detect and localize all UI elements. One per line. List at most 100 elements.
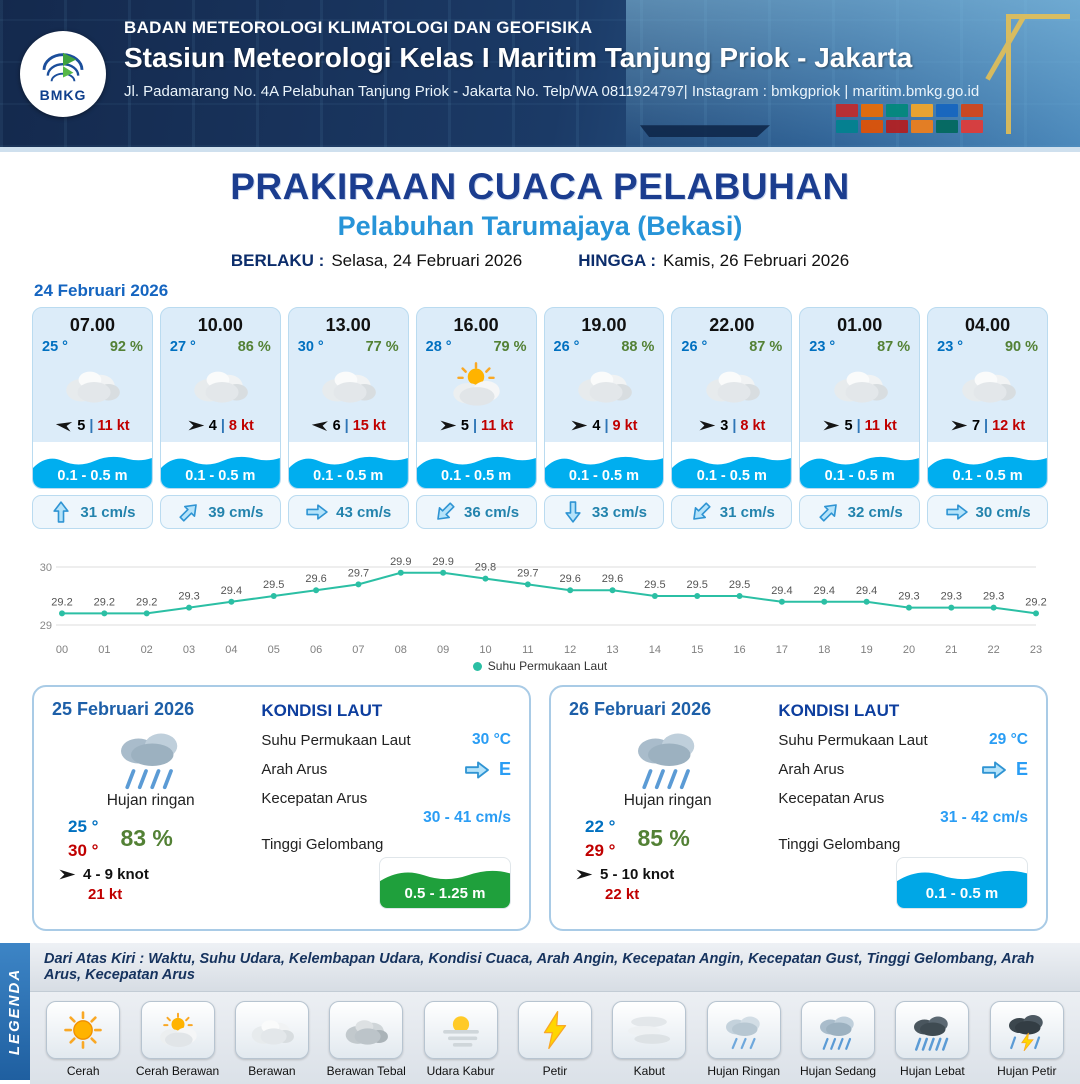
hourly-forecast-row: 07.00 25 ° 92 % 5 | 11 kt 0.1 - 0.5 m 31…: [32, 307, 1048, 529]
weather-icon: [928, 355, 1047, 413]
fog-icon: [612, 1001, 687, 1059]
container-stack-decor: [836, 104, 992, 133]
air-temperature: 23 °: [809, 339, 836, 355]
gust-speed: 8 kt: [740, 417, 766, 434]
forecast-card: 13.00 30 ° 77 % 6 | 15 kt 0.1 - 0.5 m: [287, 307, 409, 489]
air-temperature: 26 °: [553, 339, 580, 355]
sst-line-chart: 30 29 29.2 00 29.2 01 29.2 02 29.3 03 29.4 04 29.5 05…: [40, 556, 1047, 656]
temp-min: 22 °: [585, 817, 616, 836]
svg-text:29.4: 29.4: [771, 585, 792, 597]
current-speed-label: Kecepatan Arus: [778, 790, 885, 807]
svg-text:11: 11: [522, 644, 533, 656]
current-direction-label: Arah Arus: [778, 761, 845, 778]
weather-icon: [33, 355, 152, 413]
heavy-rain-icon: [895, 1001, 970, 1059]
light-rain-icon: [706, 1001, 781, 1059]
valid-from-value: Selasa, 24 Februari 2026: [331, 251, 523, 270]
forecast-card: 16.00 28 ° 79 % 5 | 11 kt 0.1 - 0.5 m: [415, 307, 537, 489]
chart-legend: Suhu Permukaan Laut: [32, 659, 1048, 673]
header-banner: BMKG BADAN METEOROLOGI KLIMATOLOGI DAN G…: [0, 0, 1080, 152]
svg-text:01: 01: [98, 644, 110, 656]
legend-item: Udara Kabur: [415, 1001, 505, 1078]
wind-range: 5 - 10 knot: [600, 865, 675, 883]
temp-max: 30 °: [68, 840, 99, 860]
gust-value: 22 kt: [605, 885, 640, 903]
humidity: 87 %: [877, 339, 911, 355]
current-box: 30 cm/s: [927, 495, 1048, 529]
current-box: 39 cm/s: [159, 495, 281, 529]
forecast-card: 07.00 25 ° 92 % 5 | 11 kt 0.1 - 0.5 m: [32, 307, 153, 489]
svg-text:29.4: 29.4: [856, 585, 877, 597]
svg-text:10: 10: [479, 644, 491, 656]
legend-section: LEGENDA Dari Atas Kiri : Waktu, Suhu Uda…: [0, 943, 1080, 1084]
current-box: 33 cm/s: [543, 495, 665, 529]
forecast-date: 24 Februari 2026: [34, 281, 169, 300]
humidity: 86 %: [237, 339, 271, 355]
bmkg-logo: BMKG: [20, 30, 106, 117]
bmkg-globe-icon: [42, 52, 84, 81]
legend-item-label: Berawan Tebal: [326, 1064, 406, 1078]
sst-value: 30 °C: [472, 731, 511, 748]
temp-max: 29 °: [585, 840, 616, 860]
wave-height-band: 0.1 - 0.5 m: [288, 442, 408, 488]
weather-icon: [417, 355, 536, 413]
air-temperature: 25 °: [42, 339, 68, 355]
gust-speed: 15 kt: [352, 417, 386, 434]
gust-speed: 11 kt: [864, 417, 897, 434]
svg-text:29.5: 29.5: [644, 579, 665, 591]
wave-height-label: Tinggi Gelombang: [261, 836, 384, 853]
svg-text:29.3: 29.3: [178, 591, 199, 603]
port-name: Pelabuhan Tarumajaya (Bekasi): [337, 211, 743, 241]
current-speed-value: 31 - 42 cm/s: [940, 809, 1028, 826]
wave-height-value: 0.1 - 0.5 m: [952, 468, 1023, 484]
wind-speed: 7: [971, 417, 981, 434]
ship-silhouette: [640, 125, 770, 137]
wave-height-band: 0.1 - 0.5 m: [800, 442, 920, 488]
forecast-card: 22.00 26 ° 87 % 3 | 8 kt 0.1 - 0.5 m: [671, 307, 793, 489]
current-direction-icon: [174, 497, 204, 527]
separator: |: [220, 417, 225, 434]
legend-item-label: Petir: [542, 1064, 568, 1078]
separator: |: [732, 417, 737, 434]
separator: |: [472, 417, 477, 434]
svg-text:16: 16: [733, 644, 745, 656]
air-temperature: 30 °: [297, 339, 324, 355]
weather-icon: [52, 720, 249, 792]
wind-speed: 4: [592, 417, 601, 434]
wind-speed: 6: [332, 417, 341, 434]
svg-text:05: 05: [268, 644, 280, 656]
wave-height-label: Tinggi Gelombang: [778, 836, 901, 853]
wave-height-band: 0.1 - 0.5 m: [672, 442, 792, 488]
current-box: 31 cm/s: [671, 495, 793, 529]
legend-item: Cerah Berawan: [132, 1001, 222, 1078]
air-temperature: 23 °: [937, 339, 964, 355]
current-speed-value: 30 - 41 cm/s: [423, 809, 511, 826]
svg-text:17: 17: [776, 644, 788, 656]
svg-text:00: 00: [56, 644, 68, 656]
forecast-column: 04.00 23 ° 90 % 7 | 12 kt 0.1 - 0.5 m 30…: [927, 307, 1048, 529]
svg-text:09: 09: [437, 644, 449, 656]
svg-text:29.9: 29.9: [432, 556, 453, 568]
day-card: 25 Februari 2026 Hujan ringan 25 ° 30 ° …: [32, 685, 531, 931]
current-box: 31 cm/s: [32, 495, 153, 529]
svg-text:29.8: 29.8: [475, 562, 496, 574]
current-box: 43 cm/s: [287, 495, 409, 529]
gust-value: 21 kt: [88, 885, 123, 903]
valid-to-value: Kamis, 26 Februari 2026: [663, 251, 850, 270]
current-direction-icon: [52, 500, 70, 524]
legend-item: Berawan Tebal: [321, 1001, 411, 1078]
svg-text:29.3: 29.3: [898, 591, 919, 603]
wind-speed: 3: [720, 417, 729, 434]
current-direction-value: E: [498, 759, 511, 779]
cloud-icon: [234, 1001, 309, 1059]
wave-height-value: 0.1 - 0.5 m: [185, 468, 256, 484]
wave-height-value: 0.1 - 0.5 m: [441, 468, 512, 484]
crane-decor: [1006, 14, 1070, 134]
lightning-icon: [517, 1001, 592, 1059]
forecast-column: 07.00 25 ° 92 % 5 | 11 kt 0.1 - 0.5 m 31…: [32, 307, 153, 529]
air-temperature: 27 °: [169, 339, 196, 355]
humidity: 88 %: [621, 339, 655, 355]
wind-speed: 5: [460, 417, 469, 434]
wave-height-value: 0.1 - 0.5 m: [824, 468, 895, 484]
forecast-column: 19.00 26 ° 88 % 4 | 9 kt 0.1 - 0.5 m 33 …: [543, 307, 665, 529]
